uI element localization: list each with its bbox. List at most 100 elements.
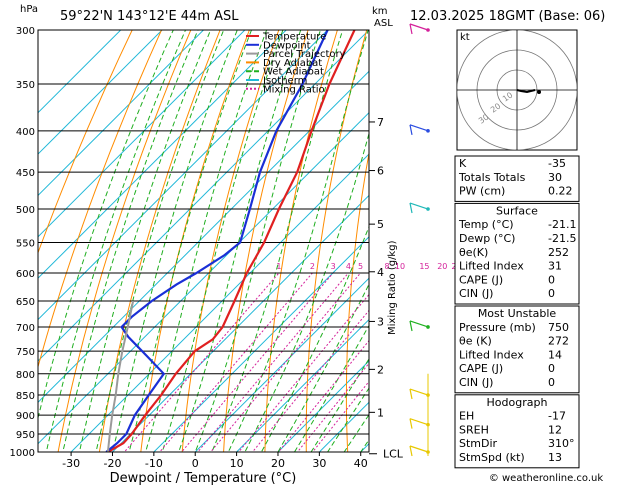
- most-unstable-table-row-label: CIN (J): [459, 376, 493, 389]
- isotherm-line: [38, 30, 329, 321]
- legend-entry: Temperature: [262, 32, 326, 43]
- surface-table-row-value: 0: [548, 287, 555, 300]
- surface-table-row-label: CIN (J): [459, 287, 493, 300]
- mixing-ratio-label: 4: [346, 262, 351, 271]
- dry-adiabat-line: [38, 30, 133, 255]
- mixing-ratio-line: [209, 272, 361, 452]
- most-unstable-table-row-label: CAPE (J): [459, 362, 503, 375]
- profile-traces: [105, 30, 356, 452]
- most-unstable-table-row-label: Lifted Index: [459, 348, 524, 361]
- wind-barb-dot: [426, 207, 430, 211]
- mixing-ratio-line: [296, 362, 369, 452]
- wet-adiabat-line: [78, 30, 212, 452]
- wet-adiabat-line: [62, 30, 199, 452]
- hodograph-table-row-value: 12: [548, 423, 562, 436]
- wind-barb-shaft: [409, 388, 429, 396]
- isotherm-line: [38, 30, 369, 362]
- wind-barb-dot: [426, 28, 430, 32]
- pressure-tick-label: 900: [16, 411, 35, 422]
- hodograph-table-frame: [454, 394, 580, 469]
- plot-axes: 3003504004505005506006507007508008509009…: [10, 26, 404, 470]
- parcel-trace: [106, 300, 135, 452]
- x-tick-label: 30: [312, 457, 326, 470]
- isotherm-line: [38, 112, 369, 445]
- wet-adiabat-line: [45, 30, 187, 452]
- hpa-unit-label: hPa: [20, 4, 38, 15]
- x-tick-label: 40: [354, 457, 368, 470]
- wet-adiabat-line: [95, 30, 225, 452]
- wind-barb-dot: [426, 422, 430, 427]
- surface-table-row-label: CAPE (J): [459, 273, 503, 286]
- hodograph-table-row-value: 13: [548, 451, 562, 464]
- pressure-tick-label: 400: [16, 127, 35, 138]
- wind-barb-shaft: [409, 23, 429, 31]
- pressure-tick-label: 700: [16, 323, 35, 334]
- hodograph-table-title: Hodograph: [487, 396, 548, 409]
- mixing-ratio-axis-label: Mixing Ratio (g/kg): [387, 240, 398, 335]
- mixing-ratio-line: [277, 339, 369, 452]
- pressure-tick-label: 600: [16, 269, 35, 280]
- mixing-ratio-label: 20: [437, 262, 447, 271]
- isotherm-line: [38, 30, 163, 155]
- indices-table-row-label: Totals Totals: [458, 171, 526, 184]
- hodograph-unit-label: kt: [460, 32, 470, 43]
- wind-barb-shaft: [409, 418, 429, 426]
- isotherm-line: [194, 277, 369, 452]
- wet-adiabat-line: [128, 30, 253, 452]
- mixing-ratio-label: 3: [331, 262, 336, 271]
- km-tick-label: 2: [377, 363, 384, 376]
- x-tick-label: 0: [192, 457, 199, 470]
- wind-barb-flag: [409, 202, 413, 214]
- surface-table-row-label: Temp (°C): [458, 218, 514, 231]
- wind-barb-flag: [409, 23, 413, 35]
- isotherm-line: [38, 70, 369, 404]
- mixing-ratio-line: [311, 380, 369, 452]
- wind-barb-dot: [426, 325, 430, 329]
- x-axis-label: Dewpoint / Temperature (°C): [110, 471, 297, 486]
- surface-table-row-label: Dewp (°C): [459, 232, 515, 245]
- x-tick-label: 10: [230, 457, 244, 470]
- wind-barb-shaft: [409, 445, 429, 453]
- legend-entry: Dry Adiabat: [263, 58, 322, 69]
- dry-adiabat-line: [596, 0, 629, 469]
- copyright-label: © weatheronline.co.uk: [489, 473, 604, 484]
- isotherm-line: [111, 194, 369, 452]
- pressure-tick-label: 550: [16, 238, 35, 249]
- mixing-ratio-line: [180, 272, 334, 452]
- indices-table-row-value: 30: [548, 171, 562, 184]
- mixing-ratio-line: [238, 293, 369, 452]
- hodograph-table-row-label: SREH: [459, 423, 489, 436]
- x-tick-label: -20: [103, 457, 121, 470]
- index-tables: K -35 Totals Totals 30 PW (cm) 0.22 SurfaceTem…: [454, 155, 580, 469]
- legend-entry: Wet Adiabat: [263, 67, 324, 78]
- pressure-tick-label: 300: [16, 26, 35, 37]
- legend-entry: Mixing Ratio: [263, 84, 325, 95]
- most-unstable-table-row-value: 0: [548, 362, 555, 375]
- wet-adiabat-line: [145, 30, 268, 452]
- isotherm-line: [38, 30, 246, 238]
- km-tick-label: 6: [377, 165, 384, 178]
- wind-barb-dot: [426, 129, 430, 133]
- pressure-tick-label: 850: [16, 391, 35, 402]
- hodograph-trace: [516, 89, 536, 94]
- datetime-label: 12.03.2025 18GMT (Base: 06): [410, 9, 605, 24]
- legend-entry: Dewpoint: [263, 40, 311, 51]
- lcl-label: LCL: [383, 448, 404, 461]
- wet-adiabat-line: [111, 30, 238, 452]
- x-tick-label: -30: [62, 457, 80, 470]
- plot-frame: [37, 29, 370, 453]
- km-tick-label: 4: [377, 266, 384, 279]
- mixing-ratio-label: 10: [395, 262, 405, 271]
- pressure-tick-label: 500: [16, 205, 35, 216]
- surface-table-row-value: 31: [548, 260, 562, 273]
- indices-table-row-label: PW (cm): [459, 185, 505, 198]
- most-unstable-table-title: Most Unstable: [478, 307, 557, 320]
- km-tick-label: 1: [377, 406, 384, 419]
- most-unstable-table-row-label: Pressure (mb): [459, 321, 536, 334]
- most-unstable-table-row-value: 14: [548, 348, 562, 361]
- hodograph-table-row-label: EH: [459, 410, 474, 423]
- wind-barb-shaft: [409, 202, 429, 210]
- pressure-tick-label: 350: [16, 80, 35, 91]
